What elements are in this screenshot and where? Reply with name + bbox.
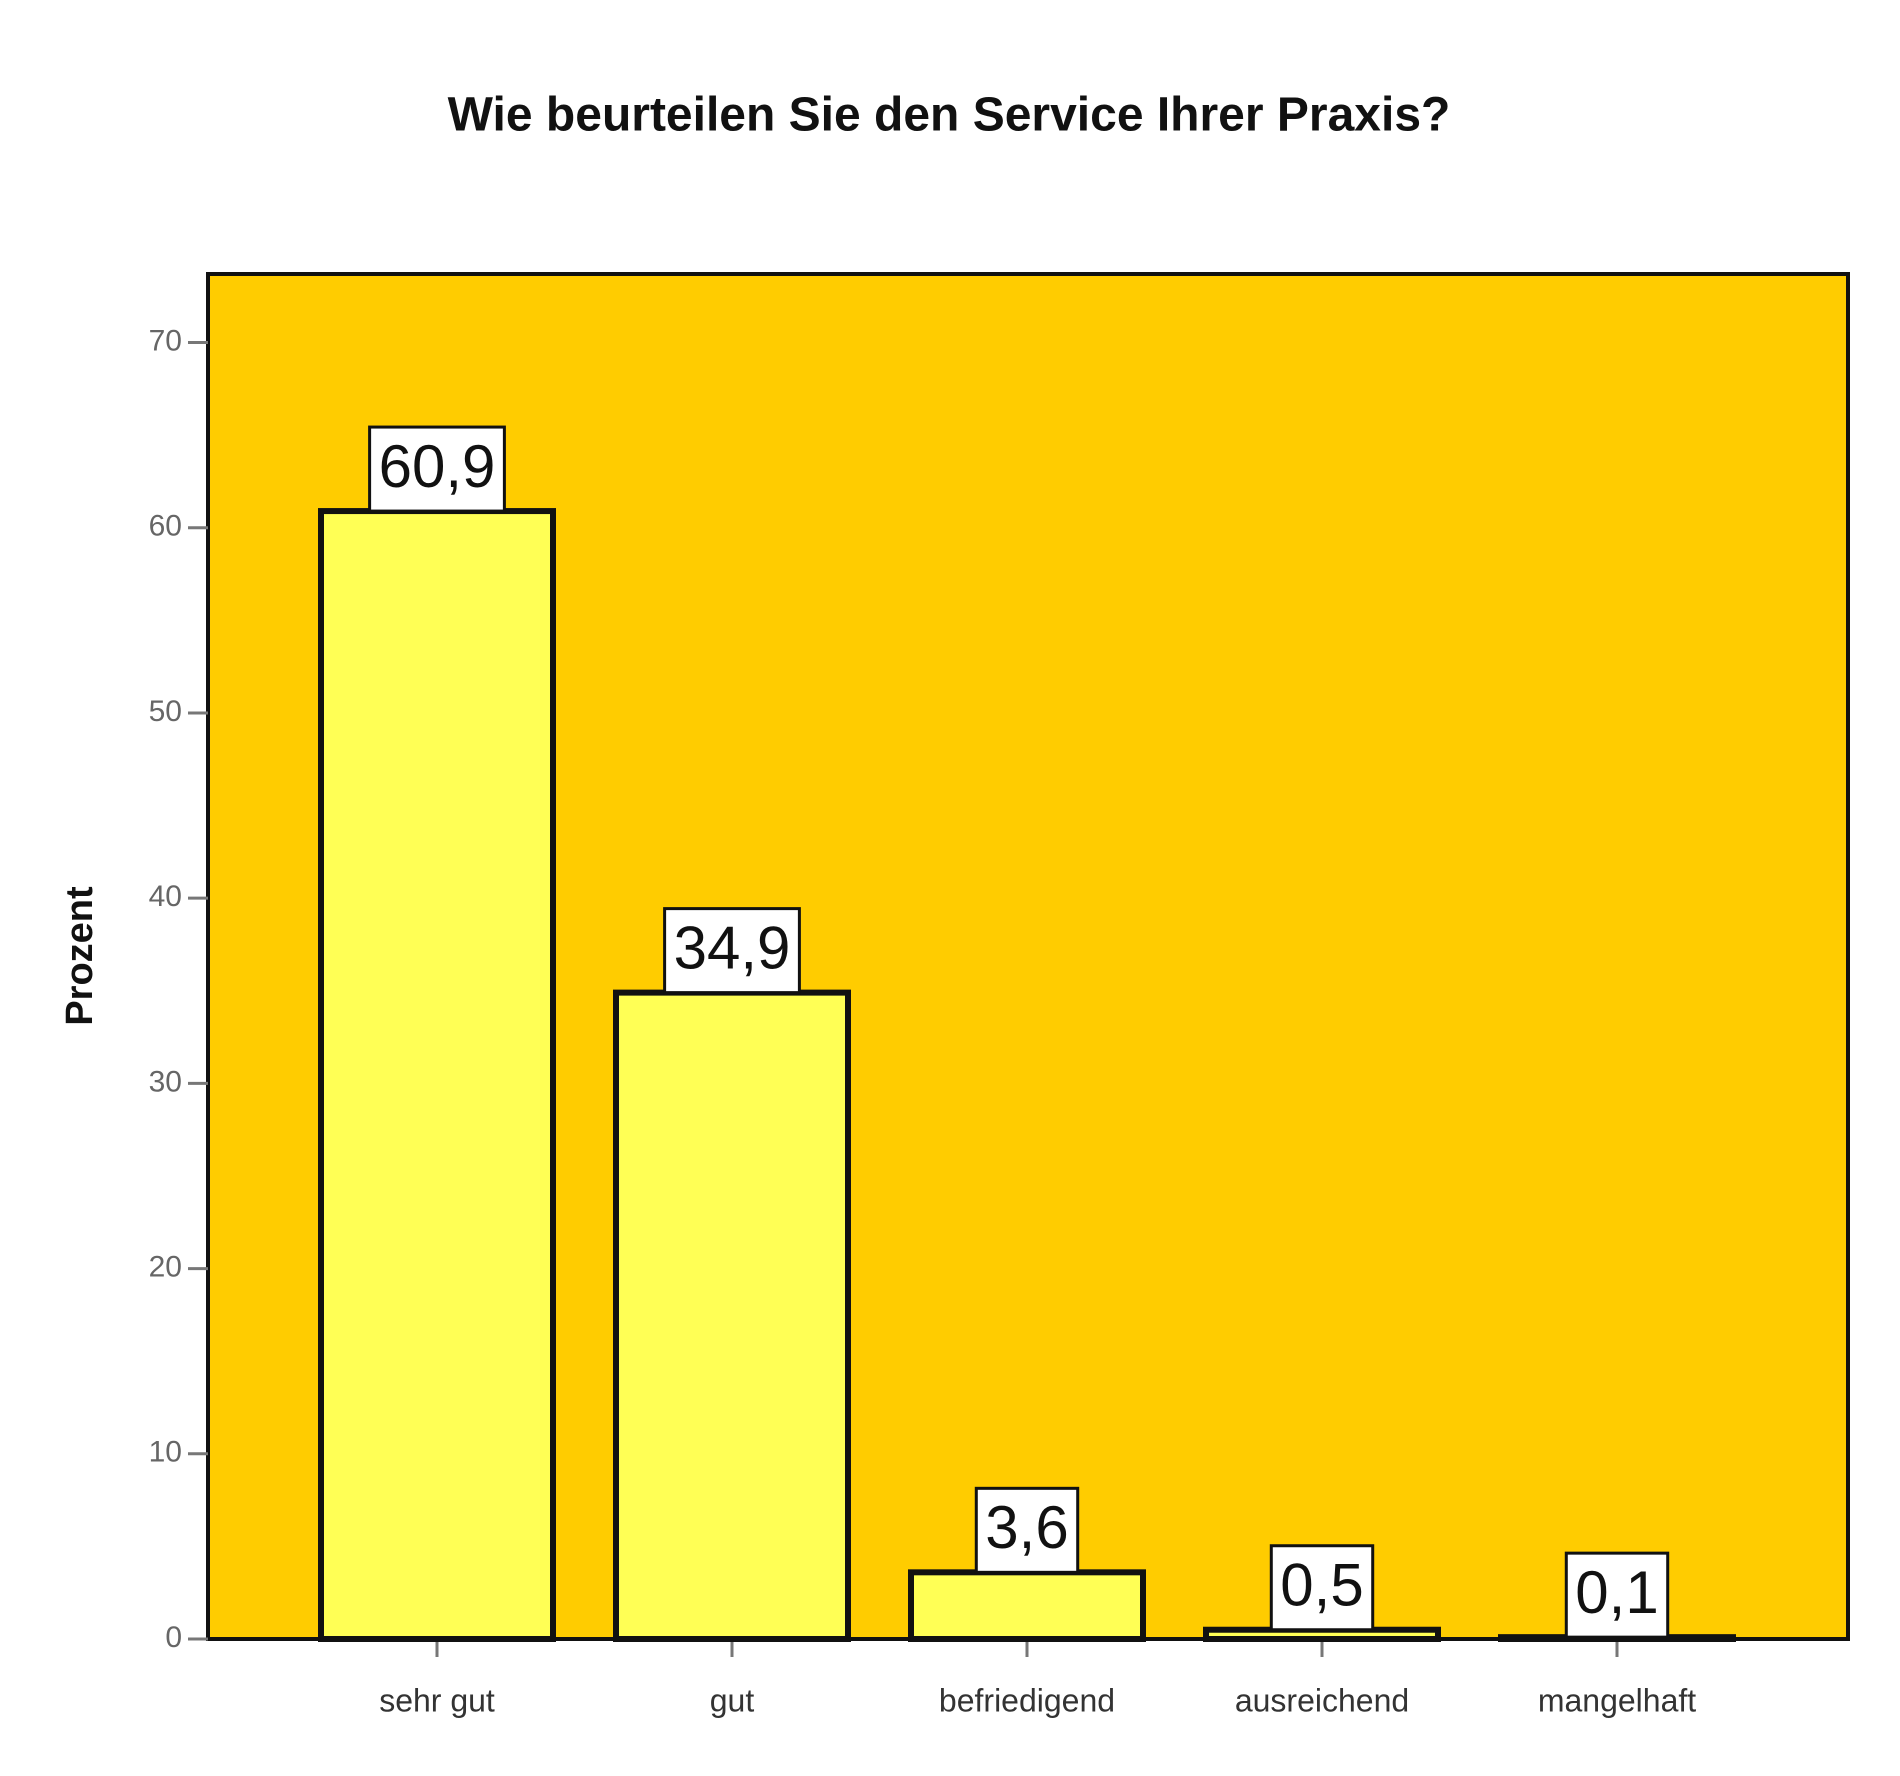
x-tick-label: ausreichend (1235, 1682, 1409, 1718)
y-tick-label: 70 (149, 324, 182, 357)
bar (613, 989, 851, 1642)
x-tick-label: befriedigend (939, 1682, 1115, 1718)
value-label: 60,9 (379, 433, 496, 500)
value-label-box (663, 907, 801, 995)
value-label: 0,5 (1280, 1552, 1363, 1619)
value-label-box (974, 1486, 1080, 1574)
bar (318, 508, 556, 1642)
value-label: 0,1 (1575, 1559, 1658, 1626)
value-label: 34,9 (674, 914, 791, 981)
value-label-box (1564, 1551, 1670, 1639)
chart-title: Wie beurteilen Sie den Service Ihrer Pra… (448, 89, 1451, 142)
value-label-box (1269, 1544, 1375, 1632)
value-label-box (368, 425, 506, 513)
y-tick-label: 60 (149, 510, 182, 543)
x-tick-label: gut (710, 1682, 755, 1718)
bar (908, 1569, 1146, 1643)
y-tick-label: 20 (149, 1251, 182, 1284)
y-tick-label: 40 (149, 880, 182, 913)
x-tick-label: sehr gut (379, 1682, 495, 1718)
y-tick-label: 50 (149, 695, 182, 728)
x-tick-label: mangelhaft (1538, 1682, 1696, 1718)
y-tick-label: 0 (165, 1621, 182, 1654)
y-tick-label: 30 (149, 1065, 182, 1098)
value-label: 3,6 (985, 1494, 1068, 1561)
y-tick-label: 10 (149, 1436, 182, 1469)
y-axis-label: Prozent (59, 886, 101, 1026)
